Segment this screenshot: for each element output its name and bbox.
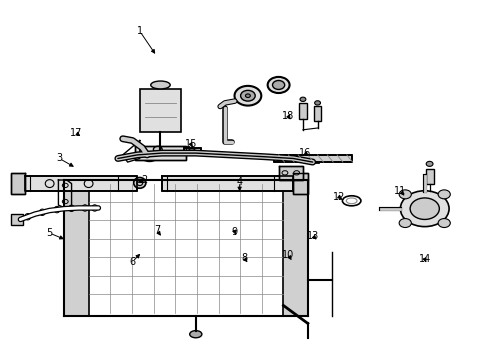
- Bar: [313, 107, 321, 121]
- Ellipse shape: [189, 330, 202, 338]
- Text: 9: 9: [231, 227, 237, 237]
- Ellipse shape: [153, 146, 162, 153]
- Polygon shape: [183, 148, 200, 155]
- Ellipse shape: [133, 177, 145, 188]
- Polygon shape: [162, 176, 293, 191]
- Ellipse shape: [150, 81, 170, 89]
- Text: 18: 18: [282, 111, 294, 121]
- Bar: [283, 180, 307, 316]
- Ellipse shape: [437, 219, 449, 228]
- Ellipse shape: [240, 90, 255, 101]
- Text: 2: 2: [141, 175, 147, 185]
- Polygon shape: [25, 176, 137, 191]
- Ellipse shape: [272, 81, 284, 89]
- Text: 4: 4: [236, 177, 242, 187]
- Polygon shape: [273, 155, 351, 162]
- Bar: [299, 103, 306, 119]
- Ellipse shape: [314, 101, 320, 105]
- Ellipse shape: [188, 149, 195, 154]
- Ellipse shape: [398, 219, 410, 228]
- Ellipse shape: [140, 147, 159, 161]
- Bar: [64, 180, 88, 316]
- Ellipse shape: [300, 97, 305, 102]
- Ellipse shape: [409, 198, 438, 220]
- Ellipse shape: [400, 191, 448, 226]
- Ellipse shape: [426, 161, 432, 166]
- Text: 10: 10: [282, 250, 294, 260]
- Polygon shape: [278, 166, 303, 180]
- Text: 17: 17: [70, 129, 82, 138]
- Text: 11: 11: [393, 186, 406, 196]
- Ellipse shape: [398, 190, 410, 199]
- Ellipse shape: [245, 94, 250, 98]
- Text: 7: 7: [153, 225, 160, 235]
- Text: 8: 8: [241, 253, 247, 263]
- Text: 6: 6: [129, 257, 135, 267]
- Ellipse shape: [437, 190, 449, 199]
- Polygon shape: [293, 173, 307, 194]
- Text: 1: 1: [137, 26, 142, 36]
- Text: 3: 3: [56, 153, 62, 163]
- Polygon shape: [135, 146, 185, 160]
- Ellipse shape: [234, 86, 261, 105]
- Bar: [425, 169, 433, 184]
- Text: 5: 5: [46, 228, 53, 238]
- Text: 12: 12: [333, 192, 345, 202]
- Text: 14: 14: [418, 254, 430, 264]
- Text: 15: 15: [184, 139, 197, 149]
- Bar: [140, 89, 181, 132]
- Polygon shape: [11, 173, 25, 194]
- Text: 16: 16: [299, 148, 311, 158]
- Ellipse shape: [267, 77, 289, 93]
- Bar: [11, 214, 23, 225]
- Text: 13: 13: [306, 231, 318, 240]
